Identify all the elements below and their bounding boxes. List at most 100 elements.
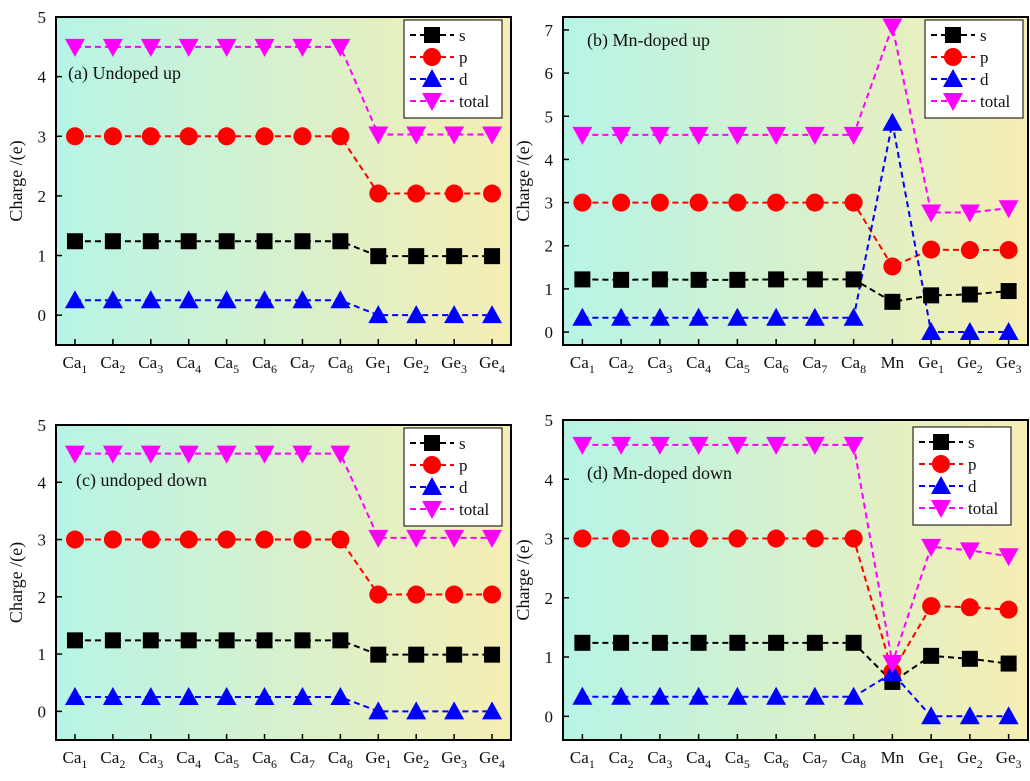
legend: spd total	[912, 426, 1012, 526]
data-point-s	[370, 646, 387, 663]
x-tick-base: Ge	[441, 748, 461, 767]
data-point-s	[218, 632, 235, 649]
y-tick-label: 0	[38, 702, 47, 721]
data-point-d	[406, 701, 427, 720]
x-tick-label: Ca8	[841, 748, 866, 771]
series-line-total	[74, 452, 493, 539]
data-point-s	[729, 271, 746, 288]
x-tick-base: Ca	[214, 353, 233, 372]
legend-label-p: p	[459, 48, 468, 67]
data-point-p	[331, 127, 350, 146]
legend-marker-d	[931, 476, 951, 494]
x-tick-subscript: 1	[938, 757, 944, 771]
x-tick-label: Ge1	[918, 748, 944, 771]
data-point-p	[65, 530, 84, 549]
data-point-s	[484, 248, 501, 265]
x-tick-base: Ca	[841, 353, 860, 372]
x-tick-base: Ca	[252, 353, 271, 372]
panel-title: (b) Mn-doped up	[587, 30, 710, 51]
x-tick-label: Ca1	[570, 353, 595, 376]
x-tick-subscript: 8	[860, 362, 866, 376]
legend-marker-p	[932, 455, 950, 473]
x-tick-label: Ca4	[176, 748, 201, 771]
x-tick-base: Mn	[881, 748, 905, 767]
series-markers-s	[574, 634, 1017, 690]
data-point-p	[65, 127, 84, 146]
x-tick-label: Ca5	[725, 748, 750, 771]
data-point-p	[689, 529, 708, 548]
y-tick-label: 2	[545, 237, 554, 256]
plot-frame	[55, 16, 512, 346]
data-point-s	[180, 632, 197, 649]
data-point-p	[728, 193, 747, 212]
data-point-p	[650, 529, 669, 548]
x-tick-label: Ge2	[957, 748, 983, 771]
x-tick-base: Ge	[957, 353, 977, 372]
data-point-s	[142, 233, 159, 250]
data-point-p	[573, 529, 592, 548]
data-point-total	[254, 38, 275, 57]
series-markers-p	[65, 127, 502, 203]
data-point-p	[103, 530, 122, 549]
data-point-s	[613, 271, 630, 288]
data-point-total	[482, 529, 503, 548]
data-point-d	[766, 307, 787, 326]
x-tick-label: Ca5	[725, 353, 750, 376]
data-point-s	[768, 271, 785, 288]
data-point-p	[293, 530, 312, 549]
x-tick-subscript: 6	[783, 362, 789, 376]
data-point-s	[923, 287, 940, 304]
data-point-total	[959, 542, 980, 561]
data-point-total	[292, 445, 313, 464]
x-tick-subscript: 1	[589, 757, 595, 771]
data-point-d	[727, 307, 748, 326]
y-tick-label: 4	[545, 150, 554, 169]
data-point-d	[330, 687, 351, 706]
data-point-p	[217, 530, 236, 549]
data-point-s	[180, 233, 197, 250]
data-point-total	[216, 38, 237, 57]
x-tick-subscript: 3	[157, 757, 163, 771]
x-tick-label: Ca3	[647, 748, 672, 771]
data-point-d	[921, 322, 942, 341]
x-tick-subscript: 7	[821, 362, 827, 376]
series-markers-p	[573, 193, 1018, 276]
x-tick-label: Ca7	[802, 353, 827, 376]
data-point-d	[959, 706, 980, 725]
legend-label-p: p	[968, 455, 977, 474]
x-tick-label: Ca5	[214, 353, 239, 376]
series-line-total	[582, 22, 1009, 214]
data-point-total	[959, 204, 980, 223]
data-point-total	[140, 445, 161, 464]
y-tick-label: 5	[38, 8, 47, 27]
data-point-s	[1000, 655, 1017, 672]
x-tick-subscript: 4	[499, 362, 505, 376]
data-point-total	[804, 126, 825, 145]
data-point-s	[370, 248, 387, 265]
x-tick-subscript: 7	[309, 362, 315, 376]
x-tick-subscript: 3	[461, 362, 467, 376]
x-tick-label: Ca5	[214, 748, 239, 771]
panel-title: (a) Undoped up	[68, 63, 181, 84]
x-tick-base: Ge	[403, 748, 423, 767]
legend-marker-total	[943, 93, 963, 111]
x-tick-base: Ca	[686, 748, 705, 767]
x-tick-base: Ca	[100, 748, 119, 767]
data-point-d	[102, 687, 123, 706]
series-line-d	[74, 299, 493, 317]
x-tick-label: Ca8	[841, 353, 866, 376]
data-point-total	[140, 38, 161, 57]
x-tick-subscript: 7	[821, 757, 827, 771]
x-tick-subscript: 1	[589, 362, 595, 376]
data-point-total	[64, 38, 85, 57]
data-point-total	[330, 445, 351, 464]
data-point-s	[294, 233, 311, 250]
x-tick-base: Mn	[881, 353, 905, 372]
data-point-s	[1000, 283, 1017, 300]
data-point-p	[141, 530, 160, 549]
x-tick-label: Ca4	[686, 748, 711, 771]
legend-label-total: total	[980, 92, 1010, 111]
x-tick-base: Ca	[252, 748, 271, 767]
